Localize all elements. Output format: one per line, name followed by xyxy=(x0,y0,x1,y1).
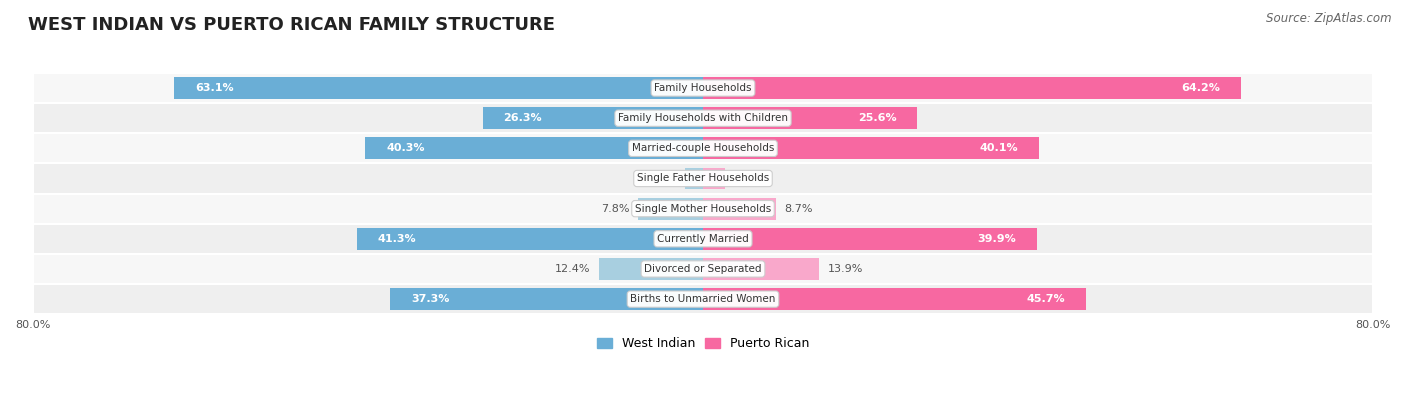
Text: Currently Married: Currently Married xyxy=(657,234,749,244)
Bar xyxy=(703,288,1085,310)
Text: 12.4%: 12.4% xyxy=(555,264,591,274)
Text: 63.1%: 63.1% xyxy=(195,83,233,93)
Bar xyxy=(638,198,703,220)
Bar xyxy=(32,254,1374,284)
Text: WEST INDIAN VS PUERTO RICAN FAMILY STRUCTURE: WEST INDIAN VS PUERTO RICAN FAMILY STRUC… xyxy=(28,16,555,34)
Text: Family Households with Children: Family Households with Children xyxy=(619,113,787,123)
Text: Divorced or Separated: Divorced or Separated xyxy=(644,264,762,274)
Bar xyxy=(32,194,1374,224)
Bar xyxy=(703,77,1241,99)
Bar xyxy=(32,133,1374,164)
Legend: West Indian, Puerto Rican: West Indian, Puerto Rican xyxy=(592,332,814,355)
Text: 40.1%: 40.1% xyxy=(980,143,1018,153)
Text: 25.6%: 25.6% xyxy=(858,113,897,123)
Text: 39.9%: 39.9% xyxy=(977,234,1017,244)
Bar xyxy=(703,228,1038,250)
Bar xyxy=(32,164,1374,194)
Bar xyxy=(703,137,1039,159)
Text: Single Father Households: Single Father Households xyxy=(637,173,769,184)
Text: Family Households: Family Households xyxy=(654,83,752,93)
Bar xyxy=(703,258,820,280)
Bar xyxy=(174,77,703,99)
Bar xyxy=(685,167,703,189)
Text: 40.3%: 40.3% xyxy=(387,143,425,153)
Text: 45.7%: 45.7% xyxy=(1026,294,1064,304)
Text: 7.8%: 7.8% xyxy=(600,204,630,214)
Bar xyxy=(482,107,703,129)
Text: 13.9%: 13.9% xyxy=(828,264,863,274)
Bar xyxy=(32,284,1374,314)
Text: 2.2%: 2.2% xyxy=(648,173,676,184)
Bar xyxy=(357,228,703,250)
Text: 26.3%: 26.3% xyxy=(503,113,543,123)
Text: 2.6%: 2.6% xyxy=(733,173,762,184)
Text: 37.3%: 37.3% xyxy=(412,294,450,304)
Text: 41.3%: 41.3% xyxy=(378,234,416,244)
Text: Births to Unmarried Women: Births to Unmarried Women xyxy=(630,294,776,304)
Text: Married-couple Households: Married-couple Households xyxy=(631,143,775,153)
Text: 8.7%: 8.7% xyxy=(785,204,813,214)
Text: Source: ZipAtlas.com: Source: ZipAtlas.com xyxy=(1267,12,1392,25)
Bar xyxy=(599,258,703,280)
Bar xyxy=(32,103,1374,133)
Text: 64.2%: 64.2% xyxy=(1181,83,1220,93)
Bar xyxy=(32,224,1374,254)
Bar xyxy=(391,288,703,310)
Bar xyxy=(366,137,703,159)
Bar xyxy=(703,167,724,189)
Text: Single Mother Households: Single Mother Households xyxy=(636,204,770,214)
Bar xyxy=(703,107,918,129)
Bar xyxy=(32,73,1374,103)
Bar xyxy=(703,198,776,220)
